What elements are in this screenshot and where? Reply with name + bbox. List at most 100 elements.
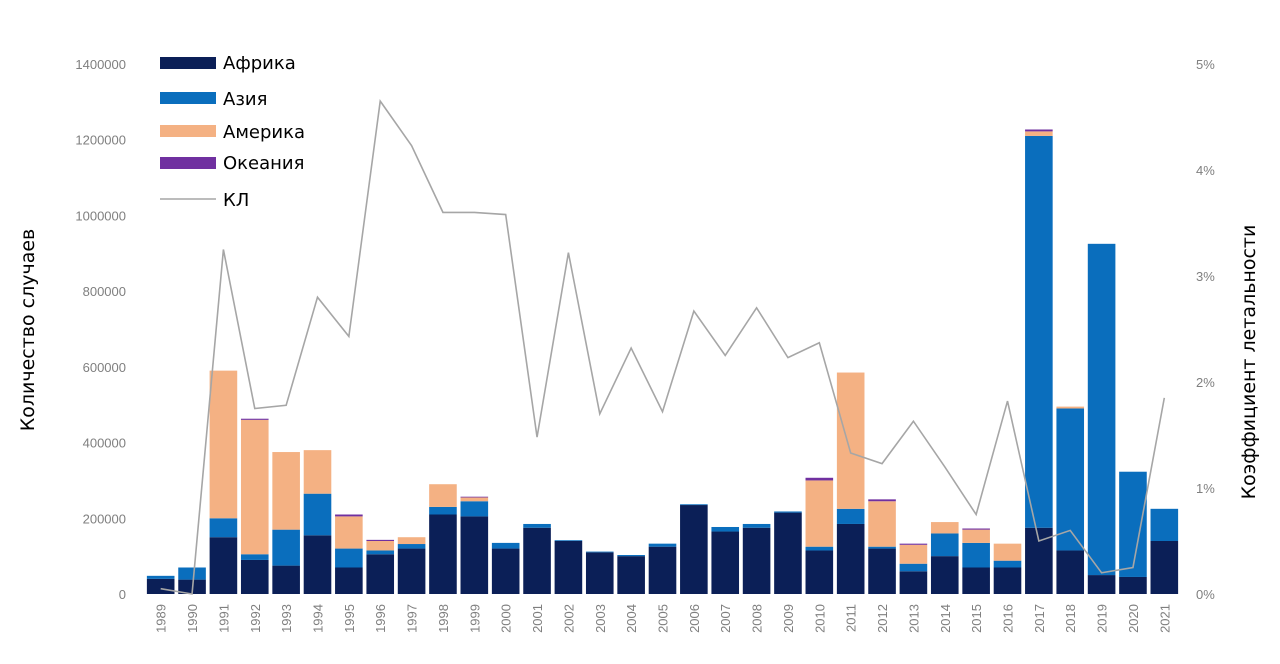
bar-asia-2007 [711, 526, 740, 532]
bar-america-1995 [335, 516, 363, 549]
bar-asia-2004 [617, 555, 645, 557]
bar-asia-1996 [366, 550, 395, 555]
bar-america-2013 [899, 544, 928, 564]
bar-asia-2005 [648, 543, 677, 547]
bar-asia-1999 [460, 501, 489, 517]
bar-africa-2018 [1056, 550, 1085, 594]
legend-swatch-oceania [160, 157, 216, 169]
legend-label-africa: Африка [223, 53, 296, 74]
x-tick-label: 1991 [216, 604, 231, 633]
bar-africa-1989 [146, 578, 175, 594]
bar-africa-1996 [366, 554, 395, 594]
bar-asia-2016 [993, 560, 1022, 568]
bar-america-1993 [272, 452, 300, 530]
x-tick-label: 2015 [969, 604, 984, 633]
x-tick-label: 2014 [938, 604, 953, 633]
bar-asia-2008 [742, 523, 771, 528]
bar-oceania-1995 [335, 514, 363, 517]
bar-america-1992 [240, 419, 269, 555]
y2-tick-label: 4% [1196, 163, 1215, 178]
bar-asia-2002 [554, 540, 583, 541]
bar-africa-2001 [523, 527, 551, 594]
bar-asia-1998 [429, 506, 457, 515]
axis-layer: 0 200000 400000 600000 800000 1000000 1200000 1… [75, 57, 1215, 633]
bar-oceania-1992 [240, 418, 269, 420]
x-tick-label: 2020 [1126, 604, 1141, 633]
bar-africa-1997 [397, 548, 426, 594]
bar-oceania-2013 [899, 543, 928, 545]
line-layer [160, 98, 1166, 595]
legend-label-oceania: Океания [223, 153, 304, 174]
y-tick-label: 200000 [83, 511, 126, 526]
bar-asia-1995 [335, 548, 363, 568]
bar-africa-2004 [617, 556, 645, 594]
bar-asia-1993 [272, 529, 300, 566]
legend-swatch-america [160, 125, 216, 137]
legend-swatch-africa [160, 57, 216, 69]
bar-africa-2010 [805, 550, 834, 594]
bar-africa-1999 [460, 516, 489, 594]
y-tick-label: 600000 [83, 360, 126, 375]
x-tick-label: 1999 [467, 604, 482, 633]
x-tick-label: 2011 [844, 604, 859, 632]
x-tick-label: 2002 [561, 604, 576, 633]
y-tick-label: 400000 [83, 436, 126, 451]
bar-asia-2006 [680, 504, 708, 506]
x-tick-label: 2003 [593, 604, 608, 633]
bar-asia-1997 [397, 544, 426, 549]
bar-asia-2000 [491, 542, 520, 549]
bar-oceania-1999 [460, 496, 489, 498]
x-tick-label: 2005 [656, 604, 671, 633]
bar-america-1997 [397, 537, 426, 545]
x-tick-label: 1993 [279, 604, 294, 633]
x-tick-label: 2019 [1095, 604, 1110, 633]
y2-tick-label: 1% [1196, 481, 1215, 496]
bar-america-2017 [1025, 131, 1053, 136]
bar-africa-1998 [429, 514, 457, 594]
bar-asia-2017 [1025, 135, 1053, 528]
bar-oceania-2012 [868, 499, 896, 502]
bar-africa-2015 [962, 567, 990, 594]
bar-africa-2006 [680, 505, 708, 594]
bar-africa-2002 [554, 541, 583, 594]
bar-oceania-1996 [366, 539, 395, 541]
bar-asia-2015 [962, 542, 990, 568]
bar-africa-1993 [272, 565, 300, 594]
y-axis-title: Количество случаев [17, 229, 39, 432]
bar-asia-2001 [523, 523, 551, 528]
bars-layer [146, 129, 1179, 594]
x-tick-label: 2010 [812, 604, 827, 633]
x-tick-label: 2013 [906, 604, 921, 633]
x-tick-label: 1998 [436, 604, 451, 633]
bar-asia-1991 [209, 518, 238, 538]
bar-asia-2012 [868, 546, 896, 549]
bar-oceania-2017 [1025, 129, 1053, 132]
bar-asia-1990 [178, 567, 206, 580]
legend: Африка Азия Америка Океания КЛ [160, 53, 305, 211]
bar-america-2016 [993, 543, 1022, 561]
bar-asia-1989 [146, 575, 175, 579]
x-tick-label: 2017 [1032, 604, 1047, 633]
bar-oceania-2015 [962, 528, 990, 530]
bar-africa-2009 [774, 512, 802, 594]
bar-africa-2021 [1150, 541, 1179, 594]
bar-asia-1992 [240, 554, 269, 560]
bar-asia-2013 [899, 563, 928, 572]
y-tick-label: 800000 [83, 284, 126, 299]
line-series-kl [160, 98, 1166, 595]
bar-asia-2010 [805, 546, 834, 551]
y2-tick-label: 5% [1196, 57, 1215, 72]
x-tick-label: 1990 [185, 604, 200, 633]
x-tick-label: 2008 [750, 604, 765, 633]
bar-oceania-2010 [805, 477, 834, 481]
bar-america-2010 [805, 480, 834, 547]
x-tick-label: 2021 [1157, 604, 1172, 633]
y-tick-label: 1400000 [75, 57, 126, 72]
x-tick-label: 2009 [781, 604, 796, 633]
bar-africa-2020 [1119, 576, 1147, 594]
x-tick-label: 1995 [342, 604, 357, 633]
bar-africa-1991 [209, 537, 238, 594]
bar-america-2015 [962, 529, 990, 543]
x-tick-label: 2006 [687, 604, 702, 633]
